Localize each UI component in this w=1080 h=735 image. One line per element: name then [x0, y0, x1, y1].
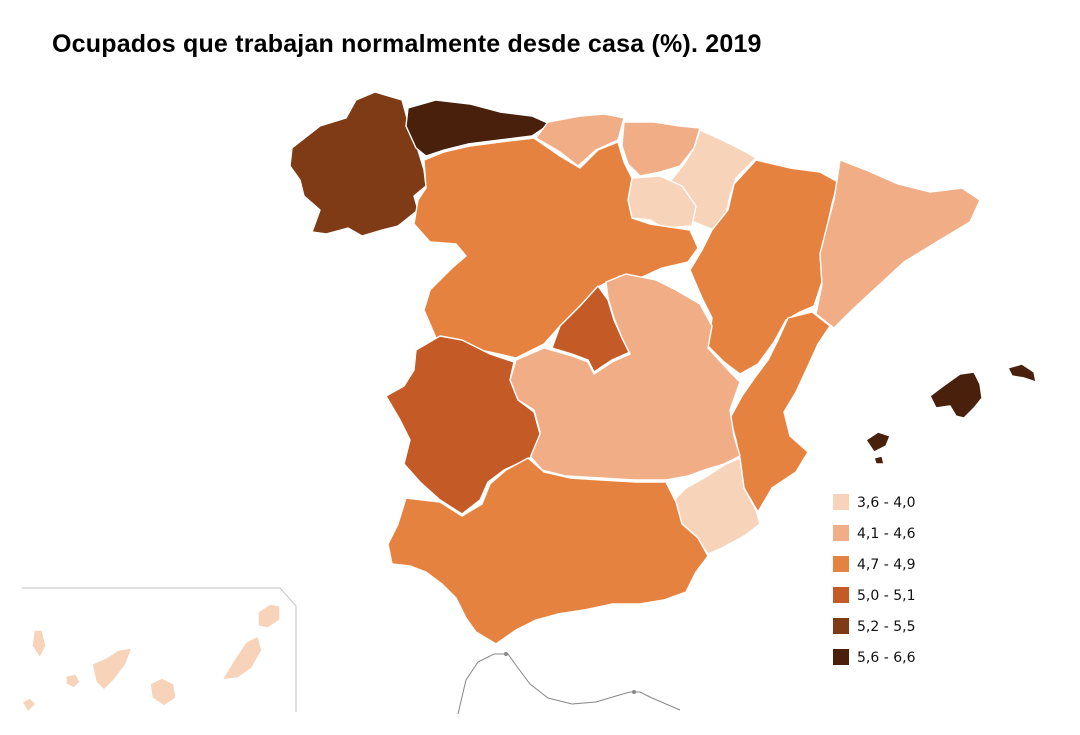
- melilla-marker: [632, 690, 636, 694]
- canarias-inset-frame: [22, 587, 297, 712]
- legend-label: 4,7 - 4,9: [857, 557, 915, 573]
- legend-label: 5,2 - 5,5: [857, 619, 915, 635]
- region-galicia: [289, 91, 427, 237]
- north-africa-outline: [457, 653, 681, 715]
- region-canarias: [21, 603, 281, 713]
- map-title: Ocupados que trabajan normalmente desde …: [52, 30, 762, 58]
- region-murcia: [671, 457, 761, 555]
- region-cantabria: [535, 113, 625, 167]
- region-castilla-la-mancha: [509, 273, 741, 481]
- legend-label: 5,6 - 6,6: [857, 650, 916, 666]
- region-valencia: [729, 311, 831, 513]
- region-baleares: [865, 363, 1037, 465]
- region-extremadura: [385, 335, 541, 515]
- legend-swatch: [833, 525, 849, 541]
- map-legend: 3,6 - 4,0 4,1 - 4,6 4,7 - 4,9 5,0 - 5,1 5,2 …: [833, 494, 916, 666]
- region-madrid: [551, 285, 631, 373]
- region-asturias: [405, 99, 551, 157]
- legend-swatch: [833, 587, 849, 603]
- legend-swatch: [833, 494, 849, 510]
- region-cataluna: [815, 159, 981, 329]
- legend-swatch: [833, 556, 849, 572]
- legend-swatch: [833, 618, 849, 634]
- legend-label: 5,0 - 5,1: [857, 588, 915, 604]
- region-andalucia: [387, 457, 709, 645]
- legend-label: 4,1 - 4,6: [857, 526, 916, 542]
- legend-label: 3,6 - 4,0: [857, 495, 915, 511]
- region-pais-vasco: [621, 121, 701, 177]
- ceuta-marker: [504, 652, 508, 656]
- legend-swatch: [833, 649, 849, 665]
- region-aragon: [689, 159, 839, 375]
